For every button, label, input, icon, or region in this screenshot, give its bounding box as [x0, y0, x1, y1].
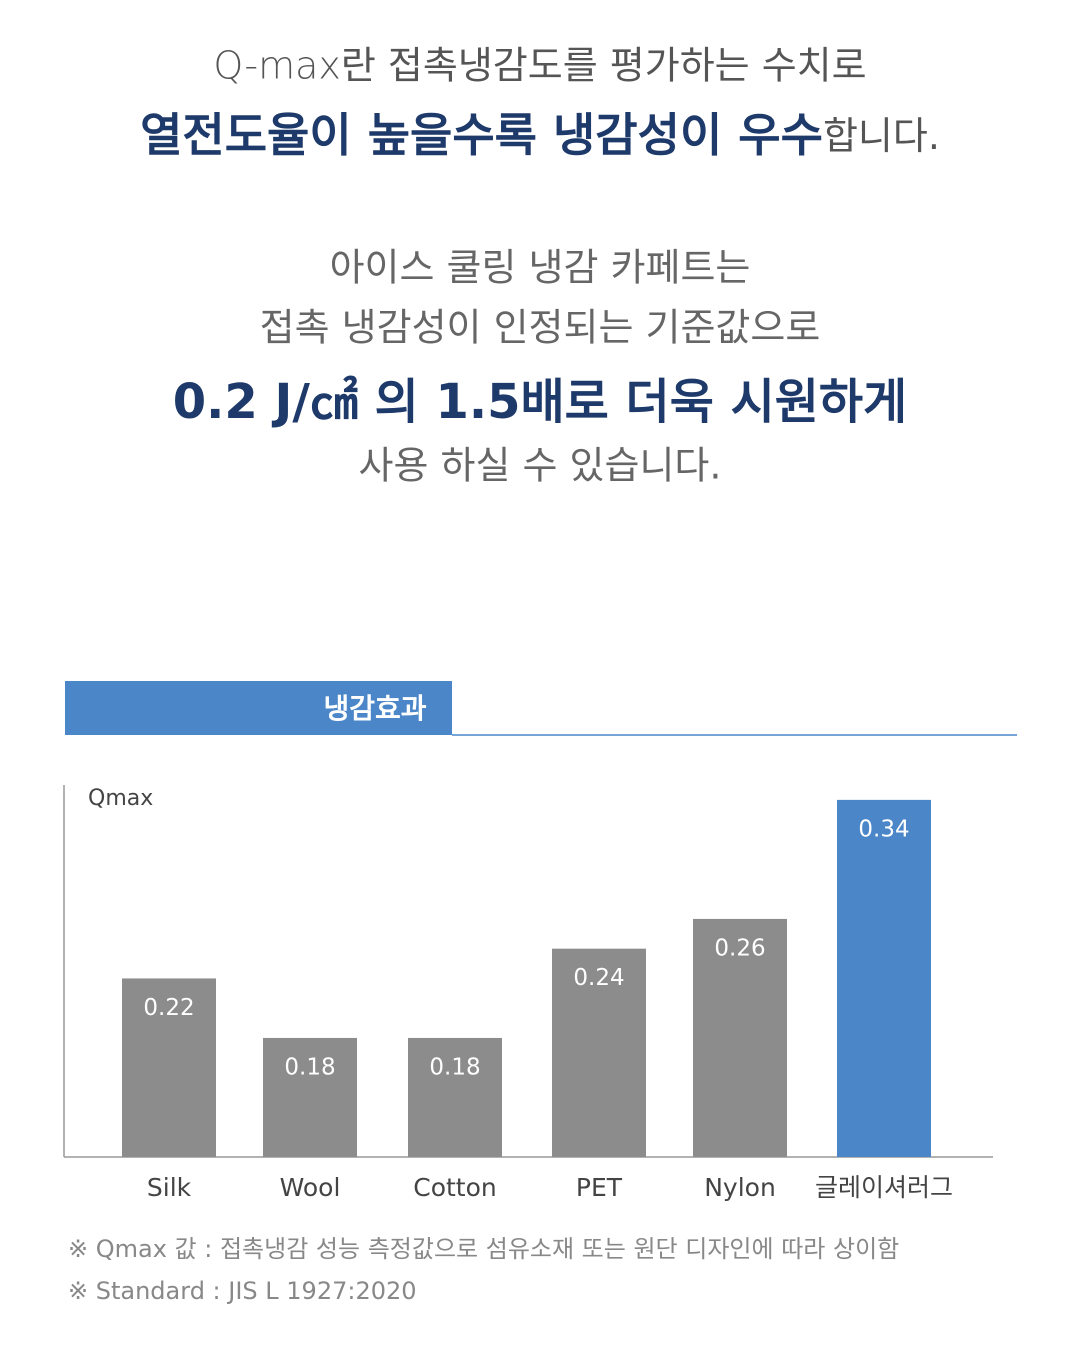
bar: [837, 799, 931, 1157]
body-line: 접촉 냉감성이 인정되는 기준값으로: [260, 306, 821, 350]
value-label: 0.34: [858, 816, 909, 842]
y-axis-label: Qmax: [88, 786, 153, 811]
header-line: Q-max란 접촉냉감도를 평가하는 수치로: [213, 44, 866, 88]
x-tick-label: Silk: [147, 1173, 192, 1202]
value-label: 0.18: [284, 1054, 335, 1080]
value-label: 0.18: [429, 1054, 480, 1080]
bar: [408, 1037, 502, 1157]
footnote: ※ Qmax 값 : 접촉냉감 성능 측정값으로 섬유소재 또는 원단 디자인에…: [68, 1235, 899, 1263]
footnote: ※ Standard : JIS L 1927:2020: [68, 1277, 417, 1305]
body-line: 사용 하실 수 있습니다.: [359, 444, 722, 488]
body-highlight: 0.2 J/㎠ 의 1.5배로 더욱 시원하게: [173, 374, 907, 430]
header-bold: 열전도율이 높을수록 냉감성이 우수: [140, 108, 823, 162]
bar: [693, 918, 787, 1157]
value-label: 0.26: [714, 935, 765, 961]
bar: [263, 1037, 357, 1157]
chart-title-bg: [65, 681, 452, 735]
header-line: 열전도율이 높을수록 냉감성이 우수합니다.: [140, 108, 940, 162]
value-label: 0.22: [143, 995, 194, 1021]
header-light: 합니다.: [823, 114, 940, 158]
chart-title: 냉감효과: [323, 692, 426, 725]
bar: [122, 978, 216, 1157]
x-tick-label: 글레이셔러그: [815, 1173, 953, 1202]
x-tick-label: Nylon: [704, 1173, 776, 1202]
body-line: 아이스 쿨링 냉감 카페트는: [330, 246, 751, 290]
x-tick-label: PET: [576, 1173, 623, 1202]
x-tick-label: Cotton: [413, 1173, 497, 1202]
x-tick-label: Wool: [280, 1173, 341, 1202]
value-label: 0.24: [573, 965, 624, 991]
bar: [552, 948, 646, 1157]
